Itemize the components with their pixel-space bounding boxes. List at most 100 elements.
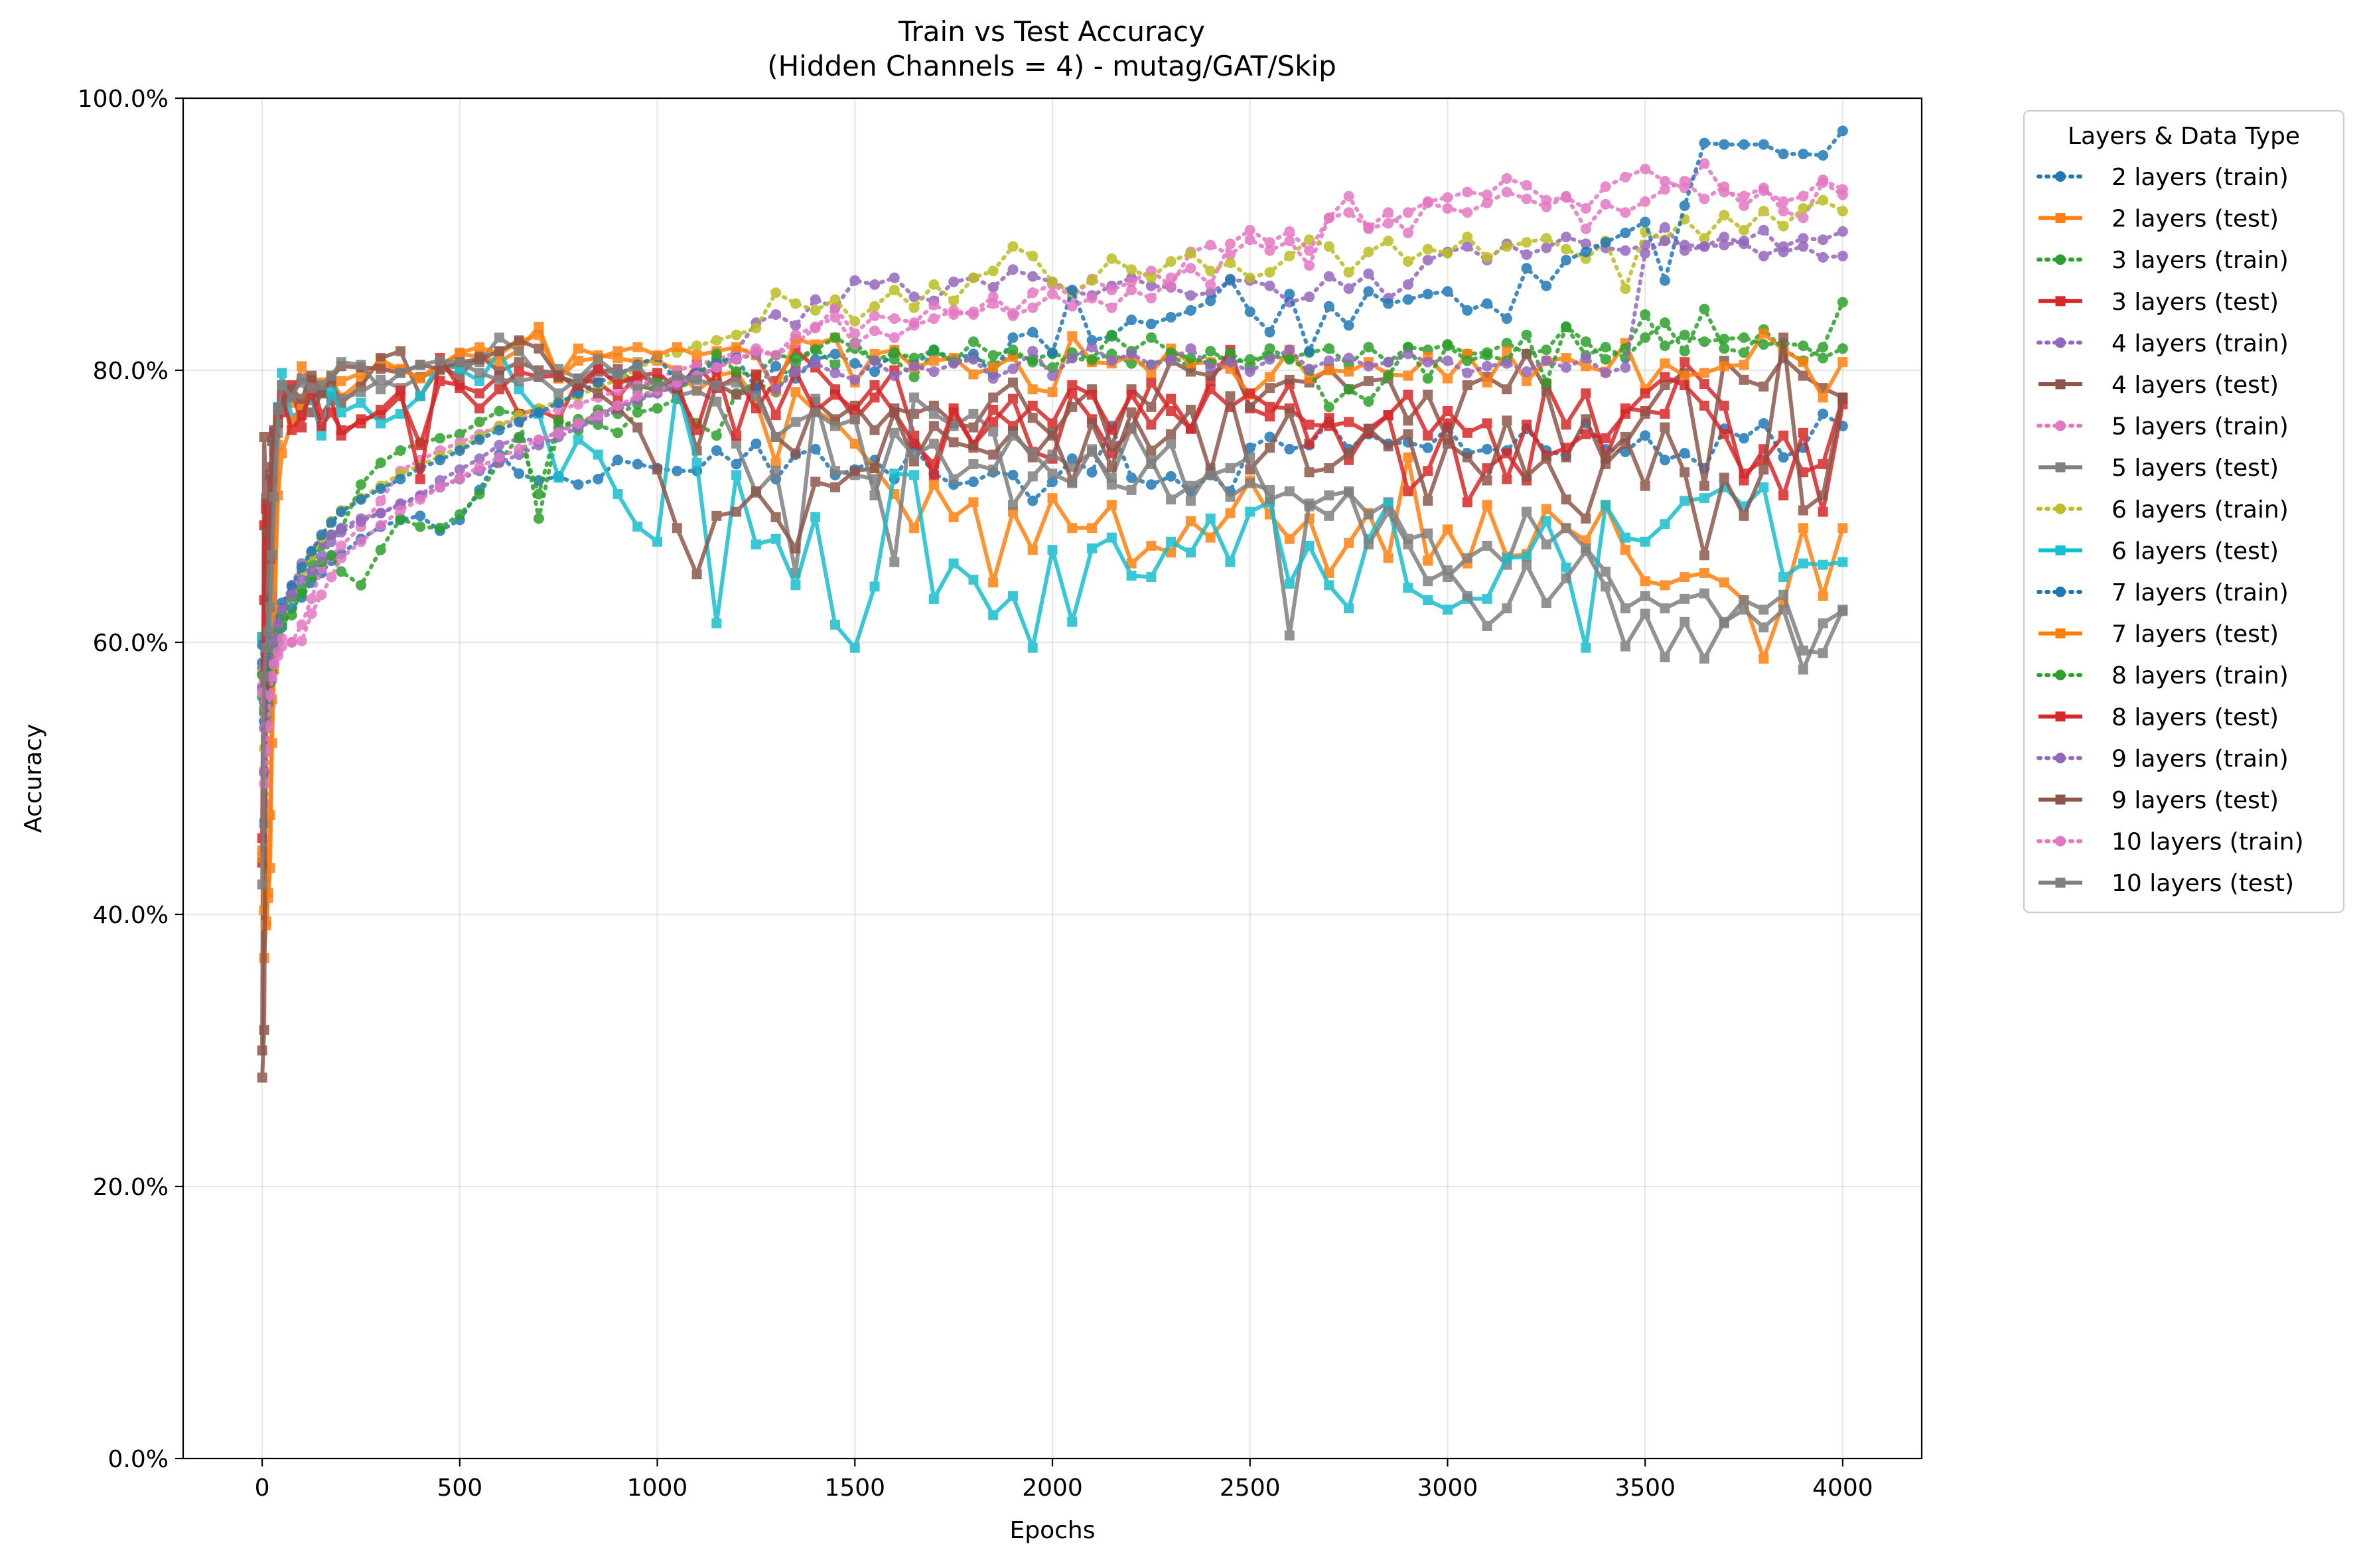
data-point [1758,482,1769,492]
data-point [711,445,722,456]
data-point [1343,267,1354,278]
data-point [474,403,485,413]
data-point [1383,207,1394,218]
data-point [1324,490,1334,501]
data-point [1600,181,1611,192]
data-point [1580,246,1591,257]
data-point [1225,492,1236,502]
data-point [632,422,643,433]
data-point [1581,513,1591,524]
data-point [988,610,999,620]
data-point [514,443,525,455]
data-point [829,312,841,323]
data-point [849,439,860,449]
legend-entry: 3 layers (train) [2037,247,2289,274]
legend-marker [2055,628,2066,639]
data-point [1798,190,1809,202]
data-point [909,439,920,449]
data-point [1284,374,1295,385]
data-point [849,339,861,350]
y-tick-label: 40.0% [93,902,169,929]
data-point [593,388,603,399]
tick-layer: 0 500 1000 1500 2000 2500 3000 3500 4000 0.0% 20.0… [78,86,1873,1502]
data-point [672,465,683,476]
data-point [1680,496,1690,506]
legend-label: 9 layers (test) [2112,787,2279,814]
legend-label: 6 layers (train) [2112,496,2289,524]
data-point [1442,524,1453,535]
data-point [908,360,920,372]
data-point [1185,423,1196,434]
data-point [1640,248,1651,259]
data-point [1126,358,1137,369]
data-point [711,380,722,391]
data-point [395,474,406,484]
data-point [908,291,920,303]
data-point [1699,336,1710,347]
data-point [1442,355,1453,366]
data-point [948,403,959,413]
data-point [1600,237,1611,248]
data-point [1423,528,1433,539]
data-point [1304,501,1315,512]
data-point [1502,448,1512,459]
data-point [1007,500,1018,510]
data-point [1580,223,1591,234]
data-point [297,373,307,384]
data-point [1640,608,1650,619]
data-point [1502,603,1512,614]
data-point [987,373,999,384]
data-point [908,372,920,383]
data-point [1837,206,1848,217]
data-point [612,455,623,466]
data-point [395,346,405,356]
data-point [1778,206,1789,217]
data-point [261,642,271,653]
data-point [257,1072,267,1083]
data-point [1699,654,1709,664]
data-point [691,350,702,360]
data-point [770,350,782,361]
data-point [1423,430,1433,441]
legend-entry: 6 layers (train) [2037,496,2289,524]
data-point [948,305,960,316]
data-point [869,311,881,321]
data-point [1343,384,1354,395]
data-point [1818,392,1828,403]
data-point [1205,346,1216,357]
data-point [869,392,880,403]
data-point [593,449,603,460]
data-point [1344,448,1354,459]
data-point [968,409,979,419]
data-point [1818,251,1829,263]
data-point [1699,158,1710,169]
data-point [1739,433,1750,444]
data-point [1482,475,1492,486]
data-point [1482,377,1492,388]
data-point [1304,419,1315,430]
data-point [1165,312,1177,323]
data-point [272,619,283,630]
data-point [988,426,999,437]
data-point [534,372,544,382]
data-point [1581,388,1591,399]
data-point [1601,566,1611,577]
legend-label: 7 layers (train) [2112,579,2289,606]
data-point [376,384,386,395]
data-point [1304,245,1315,256]
data-point [830,466,840,476]
data-point [1304,291,1315,303]
data-point [1245,478,1255,488]
legend-entry: 4 layers (train) [2037,330,2289,357]
data-point [1680,572,1690,583]
data-point [1482,593,1492,604]
data-point [1719,472,1729,483]
data-point [1047,493,1058,504]
data-point [1383,498,1394,509]
data-point [336,540,347,551]
data-point [1067,401,1078,412]
data-point [731,459,742,470]
data-point [1482,251,1492,263]
data-point [1798,505,1808,516]
